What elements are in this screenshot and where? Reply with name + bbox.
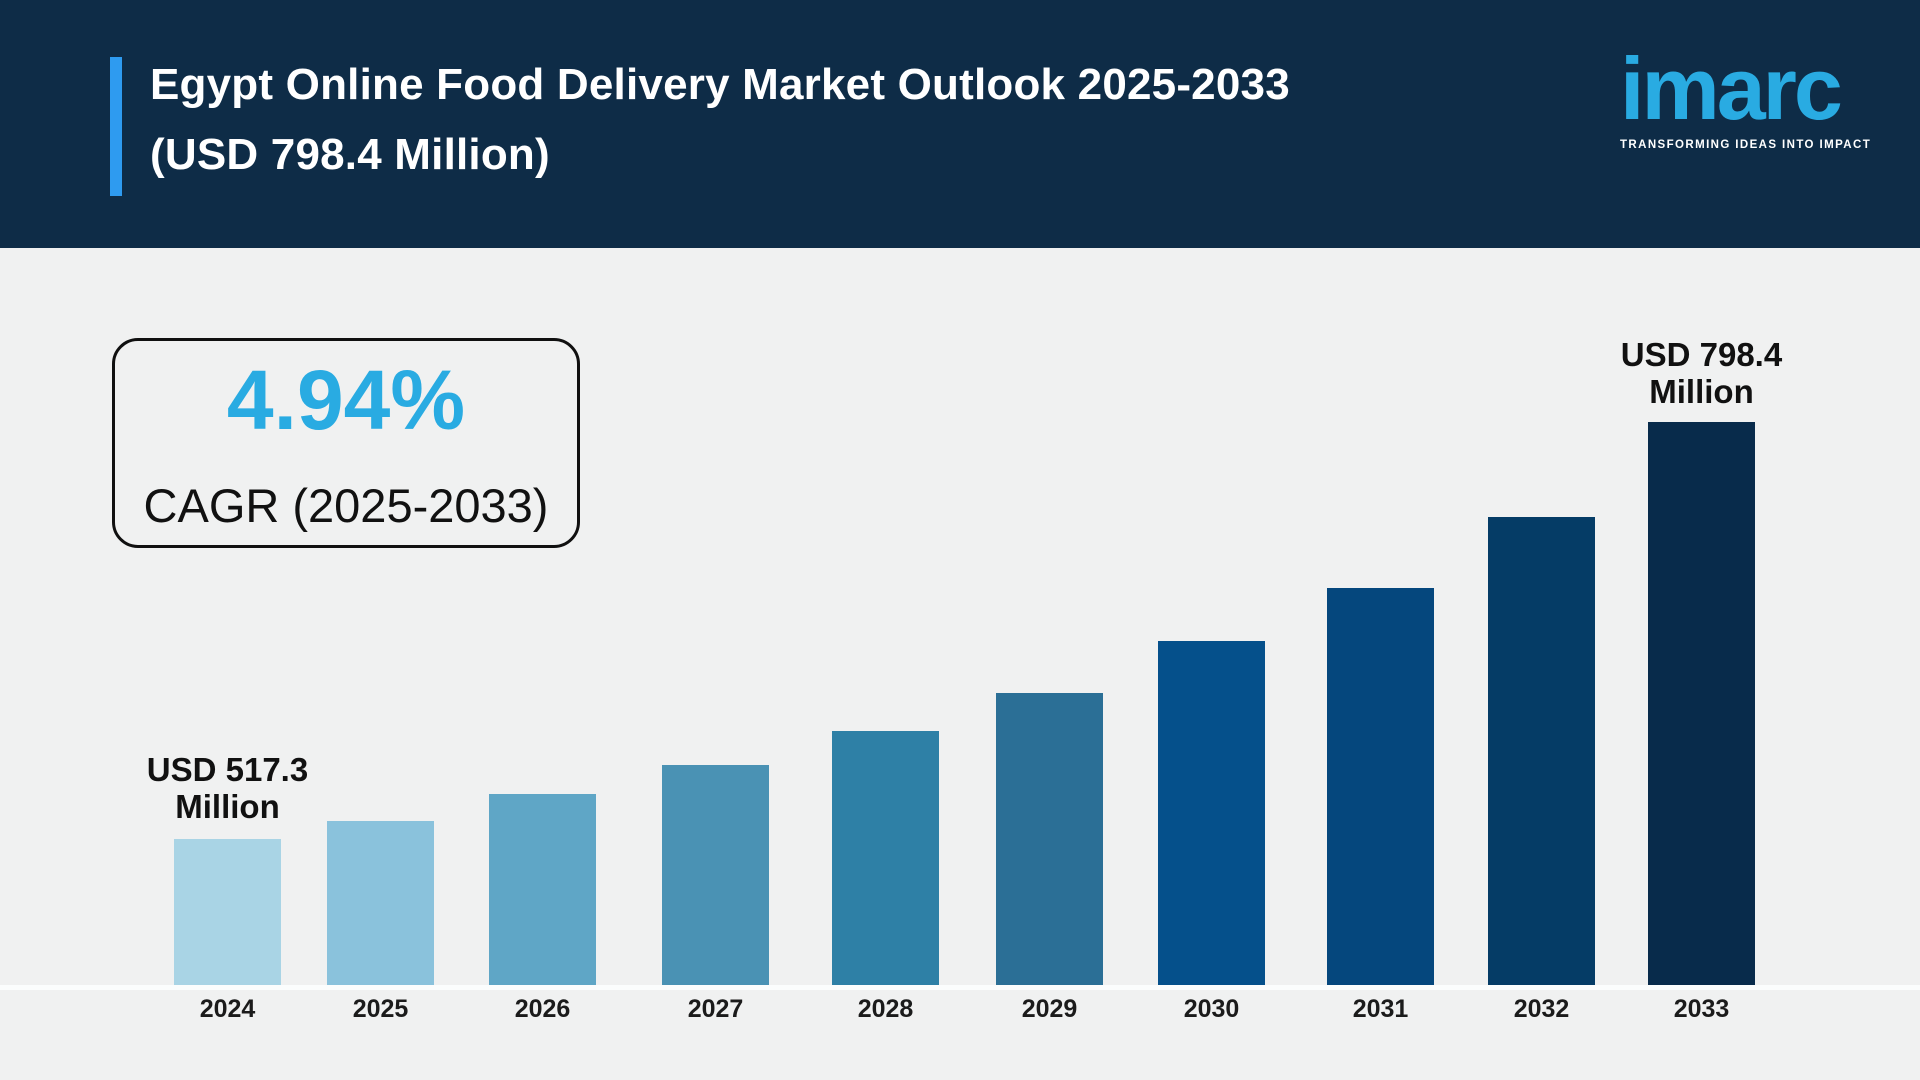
imarc-logo: imarc TRANSFORMING IDEAS INTO IMPACT: [1620, 39, 1872, 152]
imarc-logo-tagline: TRANSFORMING IDEAS INTO IMPACT: [1620, 139, 1872, 151]
x-tick-2031: 2031: [1352, 995, 1409, 1023]
page-title-line-1: Egypt Online Food Delivery Market Outloo…: [150, 60, 1290, 109]
bar-2030: [1158, 641, 1265, 985]
x-tick-2026: 2026: [514, 995, 571, 1023]
bar-2024: [174, 839, 281, 985]
title-accent-bar: [110, 57, 122, 196]
page-title-line-2: (USD 798.4 Million): [150, 130, 550, 179]
cagr-label: CAGR (2025-2033): [143, 478, 549, 532]
bar-2033: [1648, 422, 1755, 985]
header-banner: Egypt Online Food Delivery Market Outloo…: [0, 0, 1920, 248]
page-title: Egypt Online Food Delivery Market Outloo…: [150, 50, 1290, 190]
bar-2025: [327, 821, 434, 985]
bar-2032: [1488, 517, 1595, 985]
x-axis-line: [0, 985, 1920, 990]
cagr-card: 4.94% CAGR (2025-2033): [112, 338, 580, 548]
x-tick-2032: 2032: [1513, 995, 1570, 1023]
x-tick-2027: 2027: [687, 995, 744, 1023]
bar-2027: [662, 765, 769, 985]
x-tick-2028: 2028: [857, 995, 914, 1023]
cagr-value: 4.94%: [226, 352, 466, 447]
bar-2026: [489, 794, 596, 985]
x-tick-2033: 2033: [1673, 995, 1730, 1023]
x-tick-2029: 2029: [1021, 995, 1078, 1023]
last-bar-value-label: USD 798.4 Million: [1620, 336, 1783, 410]
x-tick-2025: 2025: [352, 995, 409, 1023]
bar-2031: [1327, 588, 1434, 985]
x-tick-2024: 2024: [199, 995, 256, 1023]
bar-2028: [832, 731, 939, 985]
imarc-logo-wordmark: imarc: [1620, 39, 1843, 138]
first-bar-value-label: USD 517.3 Million: [146, 751, 309, 825]
bar-2029: [996, 693, 1103, 985]
x-tick-2030: 2030: [1183, 995, 1240, 1023]
